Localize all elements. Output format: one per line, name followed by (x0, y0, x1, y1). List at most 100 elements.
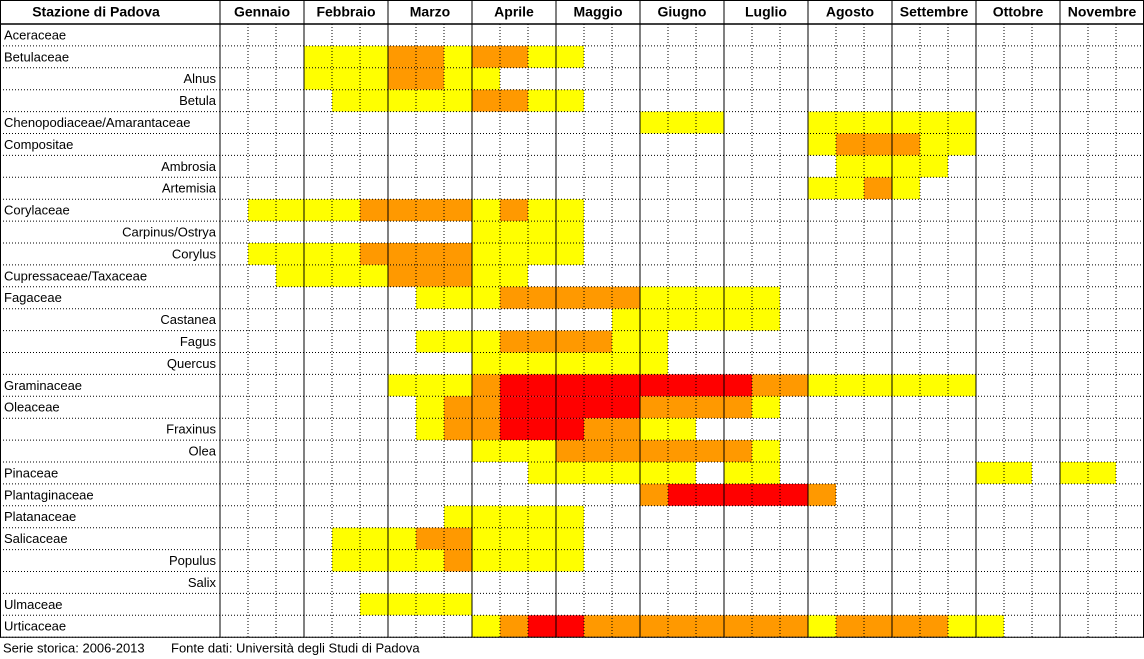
month-header: Luglio (745, 4, 787, 20)
pollen-cell (304, 45, 332, 68)
pollen-cell (556, 615, 584, 638)
pollen-cell (752, 483, 780, 506)
pollen-cell (556, 243, 584, 265)
pollen-cell (500, 264, 528, 287)
pollen-cell (864, 374, 892, 397)
pollen-cell (640, 483, 668, 506)
pollen-cell (948, 133, 976, 156)
pollen-cell (472, 396, 500, 419)
pollen-cell (416, 418, 444, 441)
pollen-cell (584, 440, 612, 462)
pollen-cell (864, 615, 892, 638)
family-label: Plantaginaceae (4, 487, 94, 502)
pollen-cell (640, 308, 668, 331)
pollen-cell (388, 549, 416, 572)
pollen-cell (892, 615, 920, 638)
pollen-cell (332, 199, 360, 222)
pollen-cell (416, 199, 444, 222)
pollen-cell (612, 286, 640, 309)
pollen-cell (556, 549, 584, 572)
pollen-cell (416, 330, 444, 353)
pollen-cell (360, 67, 388, 90)
pollen-cell (668, 483, 696, 506)
pollen-cell (724, 615, 752, 638)
pollen-cell (360, 549, 388, 572)
family-label: Urticaceae (4, 619, 66, 634)
pollen-cell (528, 527, 556, 550)
family-label: Ulmaceae (4, 597, 63, 612)
pollen-cell (892, 177, 920, 200)
family-label: Platanaceae (4, 509, 76, 524)
pollen-cell (556, 221, 584, 243)
pollen-cell (640, 330, 668, 353)
pollen-cell (808, 483, 836, 506)
pollen-cell (556, 45, 584, 68)
pollen-cell (472, 45, 500, 68)
pollen-cell (528, 286, 556, 309)
pollen-cell (444, 330, 472, 353)
pollen-cell (528, 505, 556, 528)
pollen-cell (892, 374, 920, 397)
pollen-cell (360, 593, 388, 616)
pollen-cell (640, 462, 668, 484)
pollen-cell (752, 462, 780, 484)
pollen-cell (388, 45, 416, 68)
cells (248, 45, 1116, 638)
pollen-cell (472, 330, 500, 353)
pollen-cell (304, 199, 332, 222)
pollen-cell (556, 199, 584, 222)
pollen-cell (836, 615, 864, 638)
pollen-cell (584, 330, 612, 353)
pollen-cell (836, 374, 864, 397)
pollen-cell (584, 286, 612, 309)
pollen-cell (612, 352, 640, 375)
pollen-cell (500, 89, 528, 112)
pollen-cell (780, 615, 808, 638)
pollen-cell (472, 264, 500, 287)
genus-label: Alnus (183, 71, 216, 86)
month-header: Febbraio (316, 4, 375, 20)
family-label: Oleaceae (4, 400, 60, 415)
pollen-cell (360, 264, 388, 287)
pollen-cell (416, 549, 444, 572)
pollen-cell (444, 45, 472, 68)
pollen-cell (612, 440, 640, 462)
pollen-cell (332, 243, 360, 265)
pollen-cell (528, 549, 556, 572)
pollen-cell (528, 199, 556, 222)
pollen-cell (500, 286, 528, 309)
pollen-cell (528, 440, 556, 462)
pollen-cell (556, 440, 584, 462)
pollen-cell (500, 352, 528, 375)
pollen-cell (920, 111, 948, 134)
pollen-cell (528, 221, 556, 243)
pollen-cell (388, 527, 416, 550)
pollen-cell (248, 199, 276, 222)
pollen-cell (500, 505, 528, 528)
pollen-cell (332, 67, 360, 90)
pollen-cell (696, 111, 724, 134)
pollen-cell (948, 615, 976, 638)
pollen-cell (416, 243, 444, 265)
pollen-cell (640, 615, 668, 638)
pollen-cell (584, 418, 612, 441)
pollen-cell (444, 89, 472, 112)
pollen-cell (304, 67, 332, 90)
pollen-cell (808, 374, 836, 397)
pollen-cell (556, 89, 584, 112)
pollen-cell (864, 111, 892, 134)
pollen-cell (444, 374, 472, 397)
pollen-cell (528, 352, 556, 375)
pollen-cell (668, 374, 696, 397)
pollen-cell (472, 505, 500, 528)
genus-label: Quercus (167, 356, 217, 371)
pollen-cell (1088, 462, 1116, 484)
pollen-cell (500, 45, 528, 68)
month-header: Aprile (494, 4, 534, 20)
pollen-cell (724, 286, 752, 309)
family-label: Graminaceae (4, 378, 82, 393)
pollen-cell (248, 243, 276, 265)
pollen-cell (808, 615, 836, 638)
pollen-cell (444, 505, 472, 528)
month-header: Ottobre (993, 4, 1044, 20)
